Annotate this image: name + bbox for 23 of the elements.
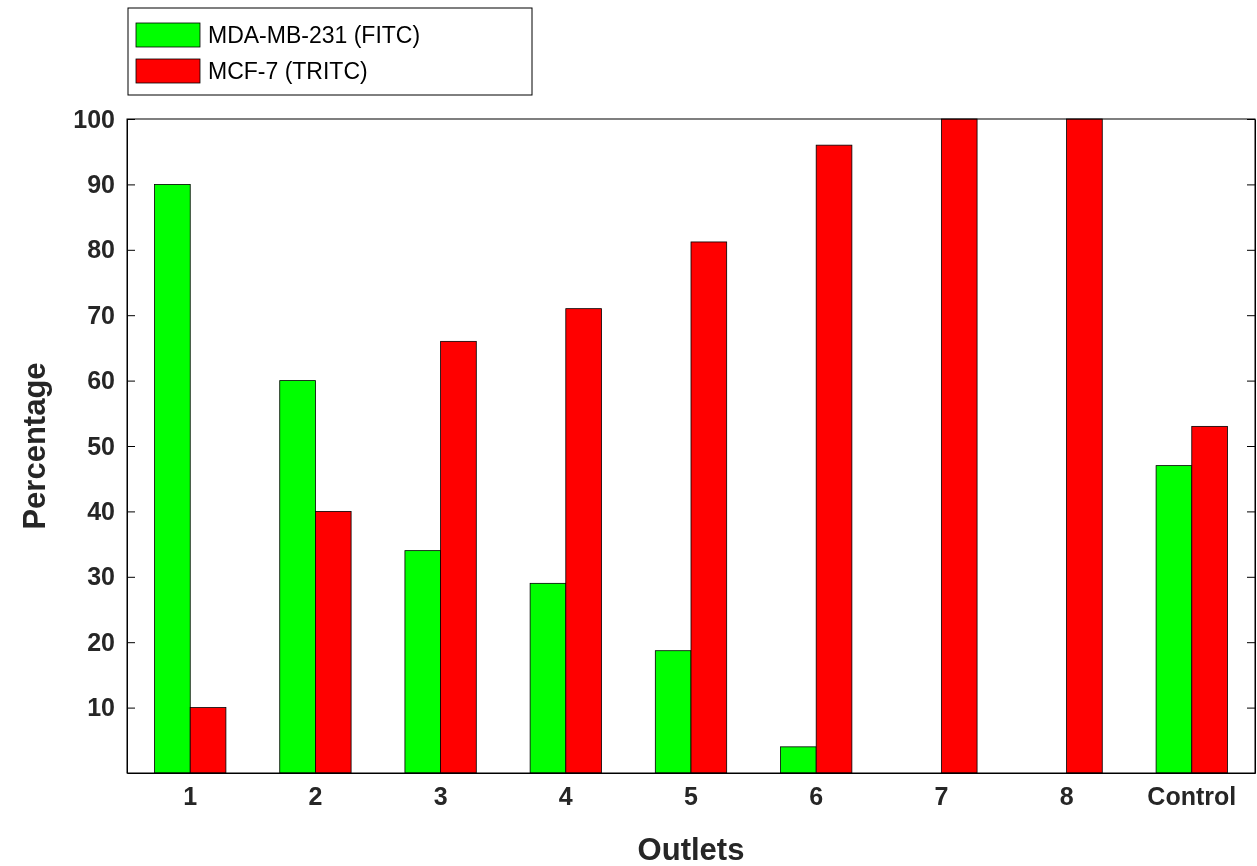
y-tick-label: 60	[87, 366, 115, 395]
y-tick-label: 30	[87, 562, 115, 591]
legend-label: MDA-MB-231 (FITC)	[208, 22, 421, 48]
y-tick-label: 90	[87, 169, 115, 198]
y-tick-label: 20	[87, 627, 115, 656]
y-tick-label: 10	[87, 693, 115, 722]
x-axis-title: Outlets	[637, 832, 745, 866]
y-tick-label: 80	[87, 235, 115, 264]
y-tick-label: 50	[87, 431, 115, 460]
x-tick-label: 2	[308, 781, 323, 810]
y-tick-label: 70	[87, 300, 115, 329]
x-tick-label: 7	[934, 781, 949, 810]
x-tick-label: 6	[809, 781, 824, 810]
y-tick-label: 40	[87, 496, 115, 525]
x-tick-label: 4	[558, 781, 573, 810]
x-tick-label: Control	[1147, 781, 1237, 810]
legend-label: MCF-7 (TRITC)	[208, 58, 368, 84]
y-axis-title: Percentage	[17, 362, 52, 530]
x-tick-label: 5	[684, 781, 699, 810]
x-tick-label: 8	[1059, 781, 1074, 810]
y-tick-label: 100	[73, 104, 115, 133]
x-tick-label: 3	[433, 781, 448, 810]
x-tick-label: 1	[183, 781, 198, 810]
